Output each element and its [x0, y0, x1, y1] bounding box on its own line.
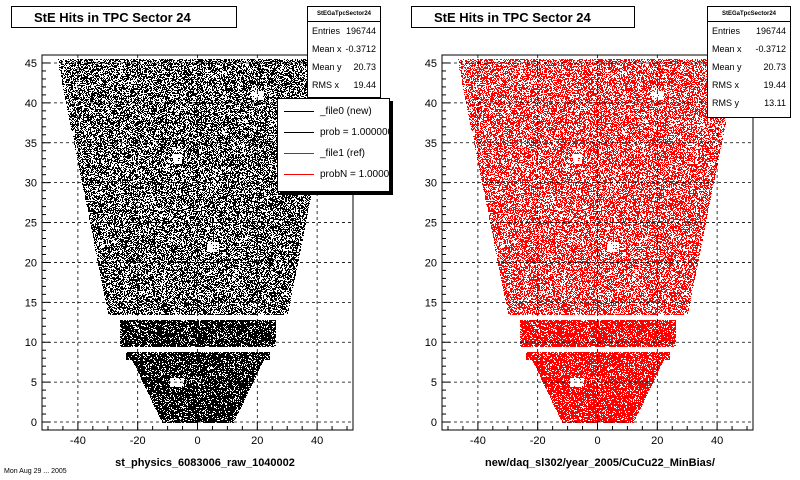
stats-row: Mean y 20.73 [308, 58, 380, 76]
y-tick-label: 45 [25, 58, 37, 70]
y-tick-label: 40 [25, 98, 37, 110]
right-chart-title: StE Hits in TPC Sector 24 [411, 6, 635, 28]
y-tick-label: 45 [425, 58, 437, 70]
legend-label: prob = 1.000000 [320, 127, 390, 138]
y-tick-label: 15 [25, 297, 37, 309]
x-tick-label: 0 [194, 435, 200, 447]
stats-value: 196744 [345, 26, 376, 36]
right-chart-panel: -40 -20 0 20 40 0 5 10 15 20 25 30 35 40 45 StE Hits i… [400, 0, 800, 480]
left-legend: _file0 (new) prob = 1.000000 _file1 (ref) p… [277, 98, 390, 192]
stats-value: 20.73 [353, 62, 376, 72]
right-x-axis-title: new/daq_sl302/year_2005/CuCu22_MinBias/ [485, 457, 715, 469]
y-tick-label: 30 [25, 178, 37, 190]
y-tick-label: 20 [425, 257, 437, 269]
stats-value: 19.44 [763, 80, 786, 90]
y-tick-label: 25 [425, 218, 437, 230]
y-tick-label: 15 [425, 297, 437, 309]
stats-value: 19.44 [353, 80, 376, 90]
stats-label: RMS x [712, 80, 739, 90]
y-tick-label: 30 [425, 178, 437, 190]
stats-label: Mean x [312, 44, 342, 54]
x-tick-label: 0 [594, 435, 600, 447]
stats-label: Mean x [712, 44, 742, 54]
legend-label: probN = 1.000000 [320, 169, 390, 180]
left-x-axis-title: st_physics_6083006_raw_1040002 [115, 457, 295, 469]
stats-label: Entries [312, 26, 341, 36]
x-tick-label: -40 [470, 435, 486, 447]
y-tick-label: 10 [425, 337, 437, 349]
legend-entry: prob = 1.000000 [278, 122, 389, 143]
stats-label: RMS y [712, 98, 739, 108]
stats-row: Entries 196744 [308, 22, 380, 40]
right-plot: -40 -20 0 20 40 0 5 10 15 20 25 30 35 40 45 [425, 54, 754, 447]
hit-points [58, 59, 339, 423]
y-tick-label: 40 [425, 98, 437, 110]
legend-label: _file0 (new) [320, 106, 372, 117]
stats-value: 20.73 [763, 62, 786, 72]
hit-points [458, 59, 739, 423]
x-tick-label: -20 [130, 435, 146, 447]
x-tick-label: 20 [251, 435, 263, 447]
legend-entry: probN = 1.000000 [278, 164, 389, 185]
left-chart-title: StE Hits in TPC Sector 24 [11, 6, 237, 28]
legend-label: _file1 (ref) [320, 148, 366, 159]
stats-label: Entries [712, 26, 741, 36]
right-stats-name: StEGaTpcSector24 [708, 7, 790, 22]
legend-line-swatch [284, 132, 314, 133]
x-tick-label: 40 [711, 435, 723, 447]
y-tick-label: 0 [431, 417, 437, 429]
left-stats-box: StEGaTpcSector24 Entries 196744 Mean x -0.3… [307, 6, 381, 98]
stats-value: -0.3712 [345, 44, 376, 54]
y-tick-label: 20 [25, 257, 37, 269]
hit-scatter [458, 59, 739, 423]
y-tick-label: 35 [425, 138, 437, 150]
stats-label: Mean y [312, 62, 342, 72]
stats-value: 13.11 [764, 98, 786, 108]
y-tick-label: 5 [431, 377, 437, 389]
stats-row: Mean x -0.3712 [308, 40, 380, 58]
stats-label: Mean y [712, 62, 742, 72]
stats-row: RMS x 19.44 [708, 76, 790, 94]
y-tick-label: 35 [25, 138, 37, 150]
x-tick-label: -40 [70, 435, 86, 447]
hit-scatter [58, 59, 339, 423]
x-tick-label: 20 [651, 435, 663, 447]
x-tick-label: 40 [311, 435, 323, 447]
legend-line-swatch [284, 174, 314, 175]
stats-value: 196744 [755, 26, 786, 36]
stats-row: RMS y 13.11 [708, 94, 790, 112]
stats-row: Entries 196744 [708, 22, 790, 40]
footer-timestamp: Mon Aug 29 ... 2005 [4, 468, 67, 475]
y-tick-label: 5 [31, 377, 37, 389]
stats-row: Mean y 20.73 [708, 58, 790, 76]
right-stats-box: StEGaTpcSector24 Entries 196744 Mean x -0.3… [707, 6, 791, 118]
stats-row: RMS x 19.44 [308, 76, 380, 94]
legend-line-swatch [284, 111, 314, 112]
y-tick-label: 0 [31, 417, 37, 429]
y-tick-label: 25 [25, 218, 37, 230]
y-tick-label: 10 [25, 337, 37, 349]
legend-entry: _file0 (new) [278, 101, 389, 122]
left-stats-name: StEGaTpcSector24 [308, 7, 380, 22]
legend-entry: _file1 (ref) [278, 143, 389, 164]
stats-value: -0.3712 [755, 44, 786, 54]
legend-line-swatch [284, 153, 314, 154]
x-tick-label: -20 [530, 435, 546, 447]
left-chart-panel: -40 -20 0 20 40 0 5 10 15 20 25 30 35 40 45 StE Hits i… [11, 6, 390, 469]
stats-row: Mean x -0.3712 [708, 40, 790, 58]
stats-label: RMS x [312, 80, 339, 90]
